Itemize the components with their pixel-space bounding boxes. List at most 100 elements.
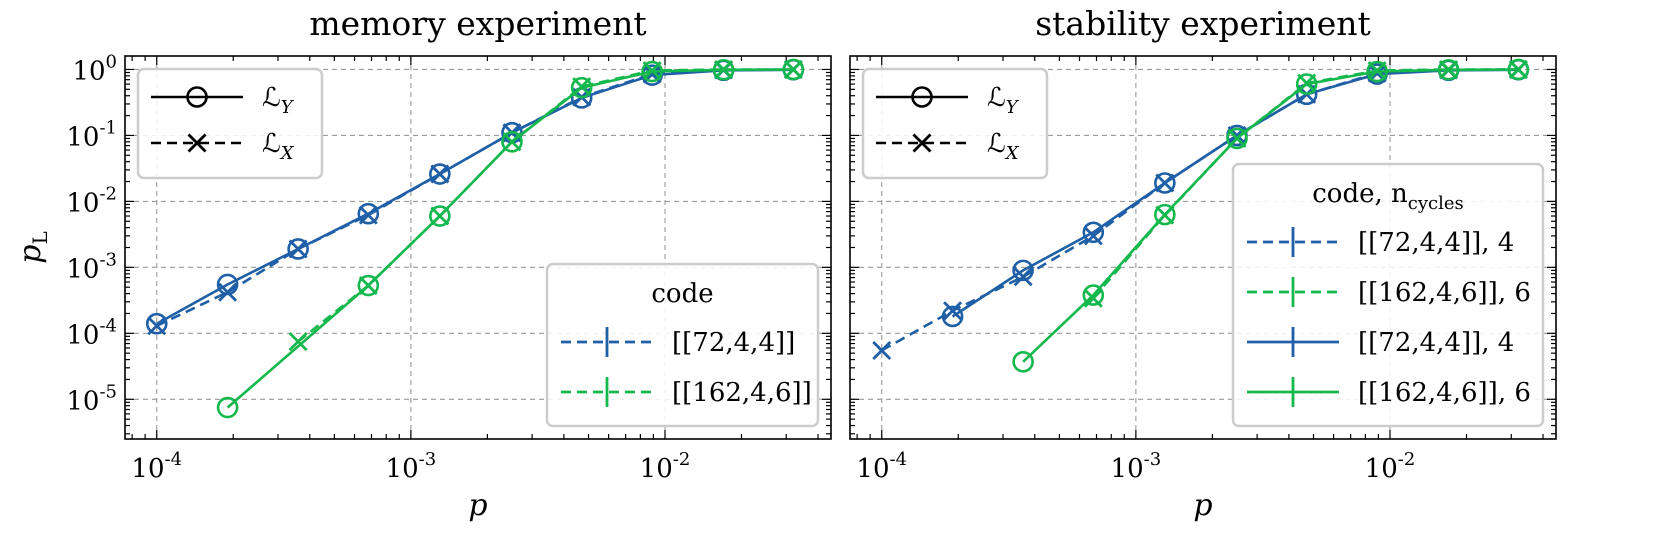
data-point-x	[1367, 61, 1387, 81]
data-point-x	[218, 282, 238, 302]
data-point-circle	[1082, 221, 1105, 244]
data-point-x	[358, 205, 378, 225]
y-tick-label: 10-3	[66, 249, 117, 284]
marker-legend-box	[136, 67, 324, 180]
data-point-circle	[1082, 284, 1105, 306]
x-tick-label: 10-4	[131, 449, 182, 484]
data-point-circle	[429, 205, 451, 227]
code-legend: code, ncycles [[72,4,4]], 4 [[162,4,6]], 6…	[1231, 162, 1545, 428]
data-point-x	[642, 61, 662, 81]
y-tick-label: 10-4	[66, 315, 117, 350]
marker-legend-subscript: X	[279, 143, 295, 164]
data-point-circle	[216, 396, 239, 419]
data-point-x	[502, 132, 522, 152]
x-marker-icon	[187, 133, 207, 153]
data-point-circle	[1226, 127, 1248, 150]
code-legend-title-main: code, n	[1312, 179, 1408, 209]
x-tick-label: 10-4	[856, 449, 907, 484]
y-tick-label: 10-5	[66, 381, 117, 416]
code-legend-box	[545, 262, 820, 428]
code-legend-label: [[72,4,4]]	[672, 328, 795, 358]
y-tick-label: 10-1	[66, 117, 117, 152]
data-point-circle	[1154, 203, 1176, 226]
data-point-x	[943, 301, 963, 321]
series-line	[297, 68, 794, 343]
data-point-circle	[145, 312, 168, 335]
code-legend-title-sub: cycles	[1408, 193, 1464, 214]
data-point-x	[1508, 59, 1528, 79]
data-point-circle	[1507, 58, 1530, 81]
data-point-x	[1227, 128, 1247, 148]
data-point-circle	[1012, 351, 1034, 373]
series-[[162,4,6]]-L_X	[1083, 59, 1528, 308]
data-point-x	[288, 239, 308, 259]
marker-legend-label: ℒY	[262, 83, 295, 118]
data-point-x	[430, 164, 450, 184]
data-point-circle	[570, 76, 593, 99]
data-point-x	[1013, 267, 1033, 287]
circle-marker-icon	[911, 86, 933, 108]
code-legend-label: [[72,4,4]], 4	[1358, 228, 1514, 258]
code-legend: code [[72,4,4]] [[162,4,6]]	[545, 262, 820, 428]
data-point-x	[1439, 59, 1459, 79]
chart-title: memory experiment	[309, 4, 646, 43]
data-point-x	[288, 332, 308, 352]
data-point-circle	[287, 238, 309, 260]
code-legend-label: [[72,4,4]], 4	[1358, 328, 1514, 358]
code-legend-title: code, ncycles	[1312, 179, 1464, 214]
chart-title: stability experiment	[1035, 4, 1371, 43]
marker-legend-symbol: ℒ	[262, 129, 281, 159]
data-point-x	[430, 206, 450, 226]
data-point-circle	[1012, 259, 1034, 282]
data-point-circle	[1154, 172, 1176, 194]
y-axis-label: pL	[13, 231, 52, 264]
code-legend-title: code	[651, 279, 713, 309]
code-legend-box	[1231, 162, 1545, 428]
y-tick-label: 100	[72, 51, 117, 86]
x-tick-label: 10-3	[386, 449, 437, 484]
data-point-x	[783, 59, 803, 79]
x-tick-label: 10-2	[640, 449, 691, 484]
circle-marker-icon	[186, 86, 208, 108]
x-axis-label: p	[1193, 488, 1212, 523]
data-point-x	[1155, 205, 1175, 225]
code-legend-label: [[162,4,6]]	[672, 378, 812, 408]
data-point-x	[1083, 226, 1103, 246]
data-point-x	[358, 276, 378, 296]
code-legend-label: [[162,4,6]], 6	[1358, 278, 1531, 308]
x-marker-icon	[912, 133, 932, 153]
axes-frame	[849, 55, 1557, 440]
memory-panel: memory experiment 10-4 10-3 10-2 100 10-1 10-2…	[13, 4, 832, 523]
data-point-circle	[429, 163, 451, 185]
data-point-x	[714, 59, 734, 79]
code-legend-label: [[162,4,6]], 6	[1358, 378, 1531, 408]
data-point-x	[1297, 73, 1317, 93]
code-legend-title-main: code	[651, 279, 713, 309]
data-point-circle	[641, 60, 663, 83]
marker-legend-subscript: Y	[281, 97, 295, 118]
data-point-circle	[357, 202, 380, 225]
series-[[162,4,6]]-L_X	[288, 59, 803, 352]
data-point-circle	[1295, 73, 1318, 95]
marker-legend-symbol: ℒ	[987, 129, 1006, 159]
data-point-x	[1083, 288, 1103, 308]
marker-legend-symbol: ℒ	[987, 83, 1006, 113]
x-tick-label: 10-3	[1111, 449, 1162, 484]
marker-legend-subscript: Y	[1006, 97, 1020, 118]
marker-legend-subscript: X	[1004, 143, 1020, 164]
data-point-x	[1155, 173, 1175, 193]
data-point-circle	[357, 274, 380, 297]
y-tick-label: 10-2	[66, 183, 117, 218]
axes-frame	[124, 55, 832, 440]
data-point-x	[572, 77, 592, 97]
data-point-circle	[501, 131, 523, 153]
series-line	[881, 68, 1519, 352]
data-point-x	[872, 340, 892, 360]
marker-legend-label: ℒY	[987, 83, 1020, 118]
x-tick-label: 10-2	[1365, 449, 1416, 484]
marker-legend-symbol: ℒ	[262, 83, 281, 113]
data-point-x	[147, 316, 167, 336]
